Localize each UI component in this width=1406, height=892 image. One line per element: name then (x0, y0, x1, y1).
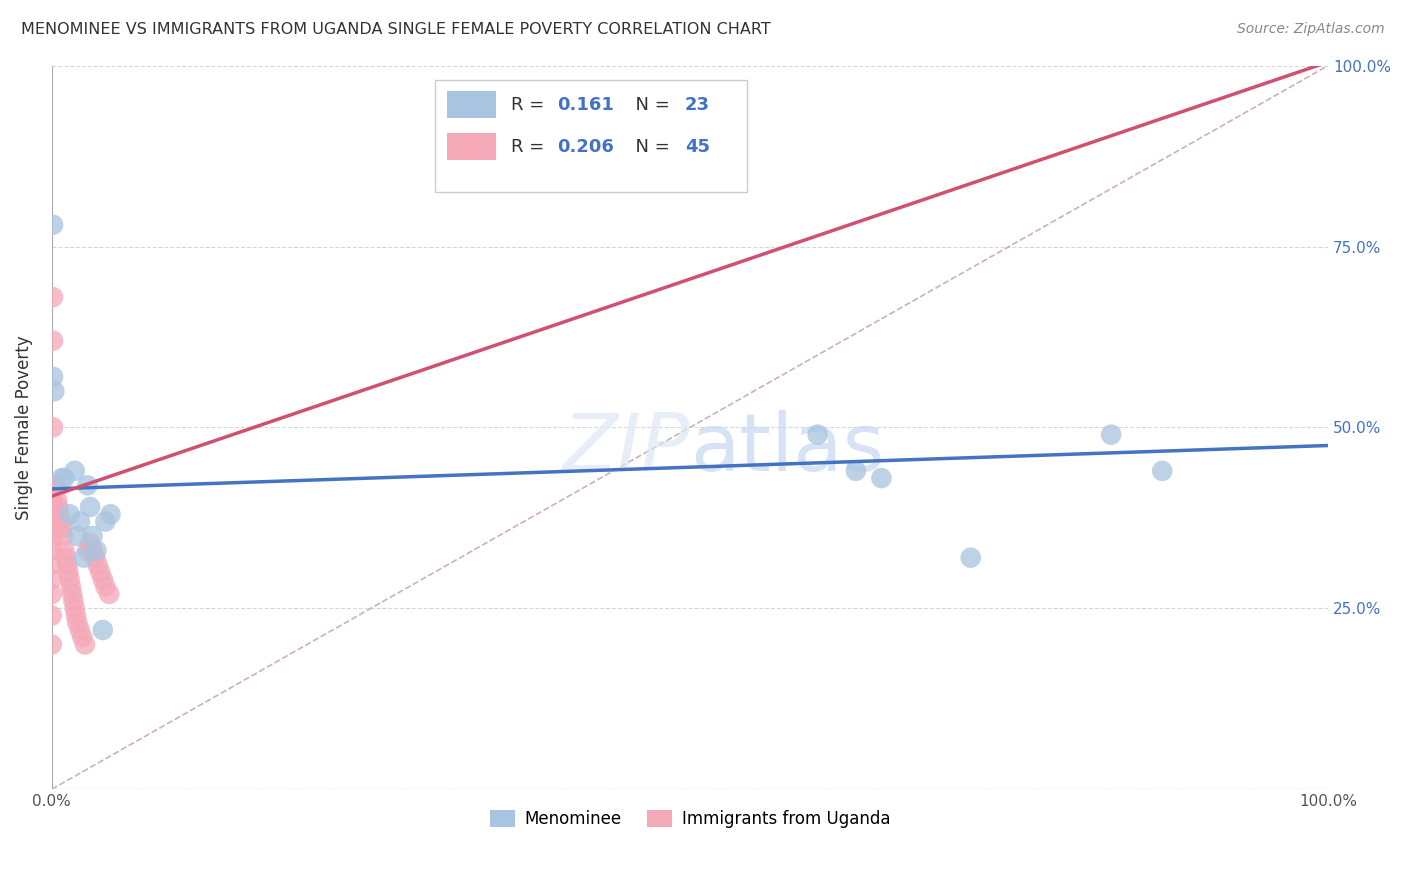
Text: atlas: atlas (690, 410, 884, 488)
Point (79, 536, 101, 550)
Text: MENOMINEE VS IMMIGRANTS FROM UGANDA SINGLE FEMALE POVERTY CORRELATION CHART: MENOMINEE VS IMMIGRANTS FROM UGANDA SING… (21, 22, 770, 37)
Legend: Menominee, Immigrants from Uganda: Menominee, Immigrants from Uganda (484, 804, 897, 835)
Point (69, 623, 91, 637)
Point (1099, 427, 1122, 442)
Point (51, 471, 73, 485)
Point (86, 558, 108, 572)
FancyBboxPatch shape (447, 91, 496, 119)
Point (42, 369, 65, 384)
Point (845, 464, 868, 478)
Point (69, 515, 91, 529)
Point (42, 420, 65, 434)
Point (959, 550, 981, 565)
Point (86, 543, 108, 558)
Point (53, 471, 76, 485)
Text: R =: R = (512, 137, 550, 155)
Text: N =: N = (624, 95, 675, 113)
Text: 0.161: 0.161 (557, 95, 614, 113)
Point (63, 601, 86, 615)
Point (76, 543, 98, 558)
Point (56, 558, 79, 572)
Text: R =: R = (512, 95, 550, 113)
Y-axis label: Single Female Poverty: Single Female Poverty (15, 335, 32, 520)
Point (59, 508, 82, 522)
Point (73, 638, 96, 652)
Point (46, 500, 69, 514)
Text: 45: 45 (685, 137, 710, 155)
Point (41, 558, 63, 572)
Point (41, 515, 63, 529)
Point (76, 478, 98, 492)
Point (100, 508, 122, 522)
Text: 23: 23 (685, 95, 710, 113)
Point (41, 573, 63, 587)
Point (91, 623, 114, 637)
Point (44, 384, 66, 399)
Point (62, 594, 84, 608)
Point (60, 587, 83, 601)
Point (41, 543, 63, 558)
Point (89, 565, 111, 579)
Point (66, 529, 89, 543)
FancyBboxPatch shape (447, 133, 496, 161)
FancyBboxPatch shape (434, 80, 748, 193)
Point (41, 492, 63, 507)
Point (52, 529, 75, 543)
Point (72, 630, 94, 644)
Point (82, 543, 104, 558)
Point (48, 508, 70, 522)
Point (45, 478, 67, 492)
Point (42, 334, 65, 348)
Text: N =: N = (624, 137, 675, 155)
Point (41, 529, 63, 543)
Point (44, 478, 66, 492)
Text: 0.206: 0.206 (557, 137, 614, 155)
Point (870, 471, 893, 485)
Point (59, 580, 82, 594)
Point (63, 464, 86, 478)
Point (51, 522, 73, 536)
Point (41, 587, 63, 601)
Point (42, 290, 65, 304)
Point (41, 608, 63, 623)
Point (49, 515, 72, 529)
Point (53, 543, 76, 558)
Point (58, 565, 80, 579)
Point (94, 515, 117, 529)
Point (41, 638, 63, 652)
Point (73, 550, 96, 565)
Point (98, 587, 121, 601)
Point (41, 500, 63, 514)
Point (41, 478, 63, 492)
Point (65, 608, 87, 623)
Point (1152, 464, 1174, 478)
Point (45, 492, 67, 507)
Point (66, 615, 89, 630)
Point (59, 573, 82, 587)
Point (91, 573, 114, 587)
Point (42, 218, 65, 232)
Point (55, 550, 77, 565)
Text: Source: ZipAtlas.com: Source: ZipAtlas.com (1237, 22, 1385, 37)
Point (84, 550, 107, 565)
Point (806, 427, 828, 442)
Point (79, 500, 101, 514)
Text: ZIP: ZIP (562, 410, 690, 488)
Point (82, 529, 104, 543)
Point (94, 580, 117, 594)
